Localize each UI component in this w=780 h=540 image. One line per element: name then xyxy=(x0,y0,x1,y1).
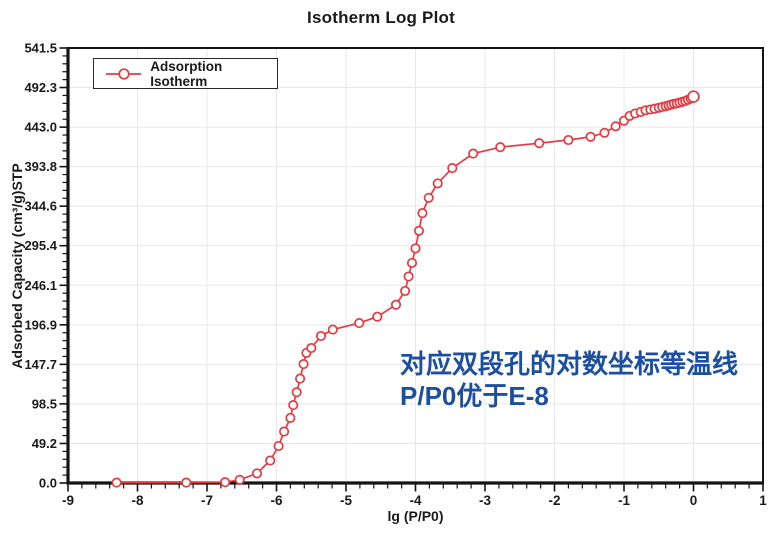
data-point-marker xyxy=(534,138,545,149)
y-tick-label: 295.4 xyxy=(24,238,57,253)
data-point-marker xyxy=(406,257,418,268)
x-tick-label: -8 xyxy=(131,493,143,508)
data-point-marker xyxy=(315,330,327,342)
x-tick-label: -7 xyxy=(201,493,213,508)
y-tick-label: 492.3 xyxy=(24,80,57,95)
data-point-marker xyxy=(285,412,296,423)
legend: Adsorption Isotherm xyxy=(93,58,278,89)
x-tick-label: -6 xyxy=(270,493,282,508)
x-tick-label: -4 xyxy=(409,493,421,508)
legend-marker-icon xyxy=(106,67,142,80)
data-point-marker xyxy=(432,178,443,189)
data-point-marker xyxy=(279,426,290,437)
y-tick-label: 196.9 xyxy=(24,317,57,332)
data-point-marker xyxy=(495,142,506,153)
data-point-marker xyxy=(372,311,383,322)
y-axis-title: Adsorbed Capacity (cm³/g)STP xyxy=(9,163,25,369)
y-tick-label: 246.1 xyxy=(24,278,57,293)
y-tick-label: 541.5 xyxy=(24,41,57,56)
data-point-marker xyxy=(563,134,574,146)
data-point-marker xyxy=(610,121,621,132)
y-tick-label: 147.7 xyxy=(24,357,57,372)
data-point-marker xyxy=(234,474,245,485)
y-tick-label: 344.6 xyxy=(24,199,57,214)
x-tick-label: 0 xyxy=(690,493,698,508)
data-point-marker xyxy=(288,400,299,411)
chart-title: Isotherm Log Plot xyxy=(307,8,455,27)
y-tick-label: 98.5 xyxy=(32,396,57,411)
legend-label: Adsorption Isotherm xyxy=(150,58,223,89)
y-tick-label: 443.0 xyxy=(24,120,57,135)
data-point-marker xyxy=(423,192,434,203)
data-point-marker xyxy=(417,208,428,219)
data-point-marker xyxy=(400,285,411,297)
data-point-marker xyxy=(599,127,610,138)
data-point-marker xyxy=(295,373,306,384)
annotation-line-2: P/P0优于E-8 xyxy=(400,380,549,411)
x-tick-label: -9 xyxy=(62,493,74,508)
y-tick-label: 49.2 xyxy=(32,436,57,451)
annotation-text: 对应双段孔的对数坐标等温线 P/P0优于E-8 xyxy=(400,349,738,412)
data-point-marker xyxy=(273,440,284,452)
y-tick-label: 393.8 xyxy=(24,159,57,174)
data-point-marker xyxy=(687,90,700,103)
x-tick-label: -1 xyxy=(618,493,630,508)
data-point-marker xyxy=(265,455,276,466)
x-tick-label: 1 xyxy=(759,493,767,508)
data-point-marker xyxy=(410,243,421,254)
data-point-marker xyxy=(306,342,317,354)
y-tick-label: 0.0 xyxy=(39,476,57,491)
data-point-marker xyxy=(413,225,425,236)
data-point-marker xyxy=(327,324,338,335)
x-axis-title: lg (P/P0) xyxy=(387,508,444,524)
data-point-marker xyxy=(251,468,263,479)
annotation-line-1: 对应双段孔的对数坐标等温线 xyxy=(400,349,739,379)
data-point-marker xyxy=(111,477,122,488)
data-point-marker xyxy=(354,318,365,329)
x-tick-label: -3 xyxy=(479,493,491,508)
data-point-marker xyxy=(390,299,402,310)
data-point-marker xyxy=(403,271,414,282)
data-point-marker xyxy=(298,359,309,370)
data-point-marker xyxy=(468,148,479,159)
x-tick-label: -5 xyxy=(340,493,352,508)
x-tick-label: -2 xyxy=(548,493,560,508)
data-point-marker xyxy=(447,163,458,174)
data-point-marker xyxy=(291,387,302,398)
data-point-marker xyxy=(181,477,192,488)
data-point-marker xyxy=(220,477,231,488)
data-point-marker xyxy=(585,131,596,142)
